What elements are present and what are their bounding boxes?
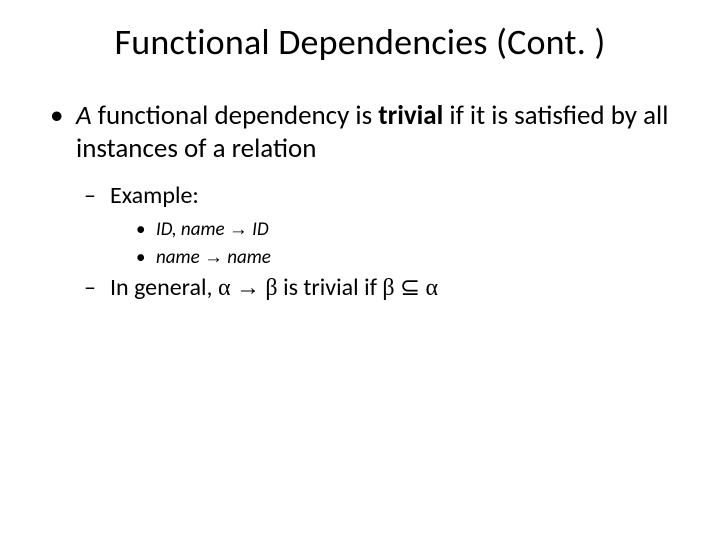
bullet-text-before: functional dependency is: [92, 99, 379, 132]
alpha-symbol: α: [218, 275, 231, 301]
bullet-trivial-definition: A functional dependency is trivial if it…: [48, 100, 672, 166]
general-prefix: In general,: [110, 273, 218, 302]
bullet-bold-word: trivial: [378, 99, 443, 132]
ex2-right: name: [227, 246, 271, 269]
example-item-1: ID, name → ID: [48, 217, 672, 243]
beta-symbol: β: [382, 275, 394, 301]
ex2-left: name: [156, 246, 200, 269]
alpha-symbol: α: [426, 275, 439, 301]
general-rule: In general, α → β is trivial if β ⊆ α: [48, 272, 672, 304]
beta-symbol: β: [265, 275, 277, 301]
arrow-symbol: →: [229, 219, 248, 240]
general-mid: is trivial if: [278, 273, 383, 302]
slide-title: Functional Dependencies (Cont. ): [48, 20, 672, 64]
arrow-symbol: →: [204, 247, 223, 268]
example-item-2: name → name: [48, 245, 672, 271]
example-label: Example:: [110, 181, 199, 210]
arrow-symbol: →: [236, 275, 260, 301]
ex1-right: ID: [252, 218, 268, 241]
subset-symbol: ⊆: [400, 275, 420, 301]
ex1-left: ID, name: [156, 218, 225, 241]
example-heading: Example:: [48, 180, 672, 211]
bullet-prefix-italic: A: [76, 99, 92, 132]
